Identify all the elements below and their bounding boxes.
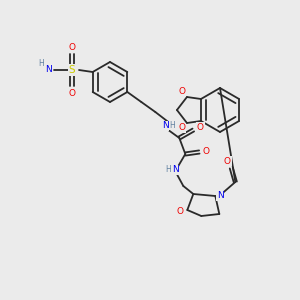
Text: O: O [68,88,76,98]
Text: H: H [165,164,171,173]
Text: O: O [178,88,185,97]
Text: O: O [197,122,204,131]
Text: H: H [169,121,175,130]
Text: N: N [172,166,179,175]
Text: O: O [177,206,184,215]
Text: N: N [217,191,224,200]
Text: N: N [45,65,51,74]
Text: O: O [178,124,185,133]
Text: O: O [68,43,76,52]
Text: O: O [203,148,210,157]
Text: O: O [224,157,231,166]
Text: N: N [162,122,169,130]
Text: H: H [38,58,44,68]
Text: S: S [69,65,75,75]
